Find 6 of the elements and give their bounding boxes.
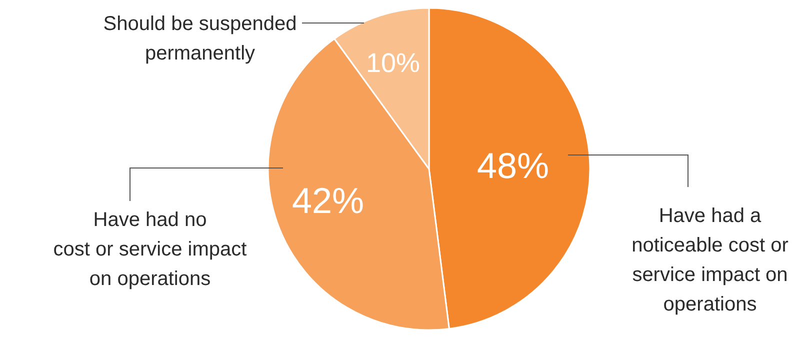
data-label: 42% — [292, 180, 364, 221]
slice-label: Have had a noticeable cost or service impact on operations — [632, 205, 789, 316]
slice-label: Have had no cost or service impact on operations — [53, 209, 248, 290]
data-label: 48% — [476, 145, 550, 186]
data-label: 10% — [366, 48, 420, 78]
slice-label: Should be suspended permanently — [103, 13, 297, 64]
